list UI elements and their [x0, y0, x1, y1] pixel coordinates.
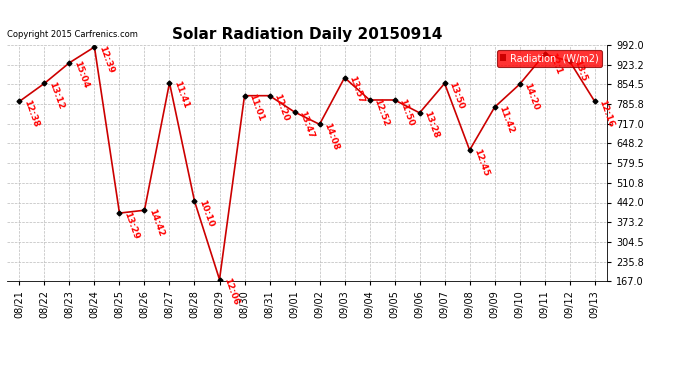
Text: 11:50: 11:50: [397, 97, 415, 127]
Text: 15:04: 15:04: [72, 60, 90, 90]
Text: 13:47: 13:47: [297, 109, 315, 140]
Text: 13:28: 13:28: [422, 110, 441, 140]
Text: 12:38: 12:38: [22, 99, 41, 129]
Text: Copyright 2015 Carfrenics.com: Copyright 2015 Carfrenics.com: [7, 30, 138, 39]
Text: 12:45: 12:45: [473, 147, 491, 177]
Legend: Radiation  (W/m2): Radiation (W/m2): [497, 50, 602, 67]
Text: 12:39: 12:39: [97, 44, 115, 74]
Text: 14:08: 14:08: [322, 122, 341, 152]
Text: 11:42: 11:42: [497, 104, 515, 135]
Text: 13:50: 13:50: [447, 81, 466, 111]
Title: Solar Radiation Daily 20150914: Solar Radiation Daily 20150914: [172, 27, 442, 42]
Text: 12:52: 12:52: [373, 97, 391, 127]
Text: 13:5: 13:5: [573, 58, 589, 82]
Text: 14:42: 14:42: [147, 207, 166, 238]
Text: 12:1: 12:1: [547, 51, 564, 75]
Text: 13:57: 13:57: [347, 75, 366, 105]
Text: 10:10: 10:10: [197, 198, 215, 228]
Text: 12:16: 12:16: [598, 99, 615, 129]
Text: 11:41: 11:41: [172, 80, 190, 110]
Text: 13:12: 13:12: [47, 81, 66, 111]
Text: 13:29: 13:29: [122, 210, 141, 240]
Text: 12:20: 12:20: [273, 93, 290, 123]
Text: 12:06: 12:06: [222, 277, 241, 307]
Text: 14:20: 14:20: [522, 81, 541, 111]
Text: 11:01: 11:01: [247, 93, 266, 123]
